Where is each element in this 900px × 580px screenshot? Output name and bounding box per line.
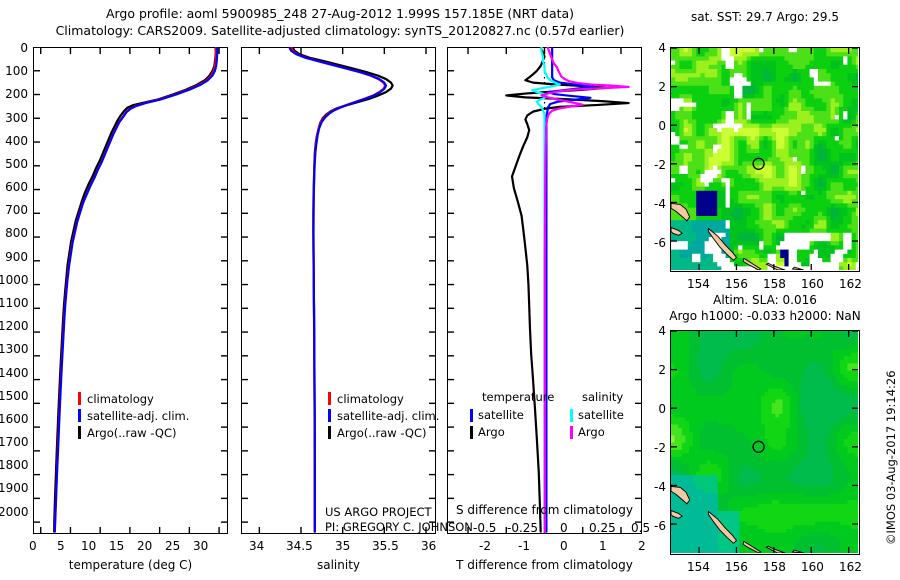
difference-legend: temperature salinity satellite satellite… [470, 390, 640, 441]
difference-x-axis-title-top: S difference from climatology [456, 503, 633, 517]
legend-swatch-satellite-adj [328, 409, 331, 422]
legend-header-temperature: temperature [482, 390, 555, 404]
legend-swatch-temp-satellite [470, 409, 473, 422]
sla-map-title-line1: Altim. SLA: 0.016 [713, 293, 817, 307]
legend-swatch-sal-satellite [570, 409, 573, 422]
salinity-panel [241, 47, 436, 534]
temperature-legend: climatology satellite-adj. clim. Argo(..… [78, 390, 189, 441]
legend-label-sal-argo: Argo [578, 425, 605, 439]
salinity-plot-canvas [241, 47, 436, 534]
legend-swatch-argo [328, 426, 331, 439]
header-line-2: Climatology: CARS2009. Satellite-adjuste… [55, 23, 625, 38]
project-credit-line1: US ARGO PROJECT [325, 505, 432, 519]
legend-label-sal-satellite: satellite [578, 408, 624, 422]
imos-credit: ©IMOS 03-Aug-2017 19:14:26 [884, 370, 898, 545]
legend-label-argo: Argo(..raw -QC) [337, 425, 427, 440]
temperature-plot-canvas [33, 47, 228, 534]
difference-x-axis-title-bottom: T difference from climatology [456, 558, 633, 572]
salinity-legend: climatology satellite-adj. clim. Argo(..… [328, 390, 439, 441]
legend-swatch-temp-argo [470, 426, 473, 439]
legend-label-climatology: climatology [337, 391, 404, 406]
legend-label-satellite-adj: satellite-adj. clim. [337, 408, 440, 423]
project-credit-line2: PI: GREGORY C. JOHNSON [325, 520, 473, 534]
sla-map-canvas [671, 331, 858, 553]
legend-header-salinity: salinity [582, 390, 624, 404]
temperature-x-axis-title: temperature (deg C) [68, 558, 193, 572]
sst-map-panel [670, 47, 860, 272]
legend-label-satellite-adj: satellite-adj. clim. [87, 408, 190, 423]
legend-label-temp-argo: Argo [478, 425, 505, 439]
sst-map-title: sat. SST: 29.7 Argo: 29.5 [690, 10, 840, 24]
salinity-x-axis-title: salinity [316, 558, 361, 572]
legend-swatch-argo [78, 426, 81, 439]
legend-label-temp-satellite: satellite [478, 408, 524, 422]
legend-swatch-climatology [328, 392, 331, 405]
legend-swatch-satellite-adj [78, 409, 81, 422]
sla-map-panel [670, 330, 860, 555]
legend-label-argo: Argo(..raw -QC) [87, 425, 177, 440]
legend-swatch-climatology [78, 392, 81, 405]
legend-swatch-sal-argo [570, 426, 573, 439]
legend-label-climatology: climatology [87, 391, 154, 406]
sla-map-title-line2: Argo h1000: -0.033 h2000: NaN [669, 309, 861, 323]
header-line-1: Argo profile: aoml 5900985_248 27-Aug-20… [105, 6, 575, 21]
difference-plot-canvas [447, 47, 642, 534]
sst-map-canvas [671, 48, 858, 270]
